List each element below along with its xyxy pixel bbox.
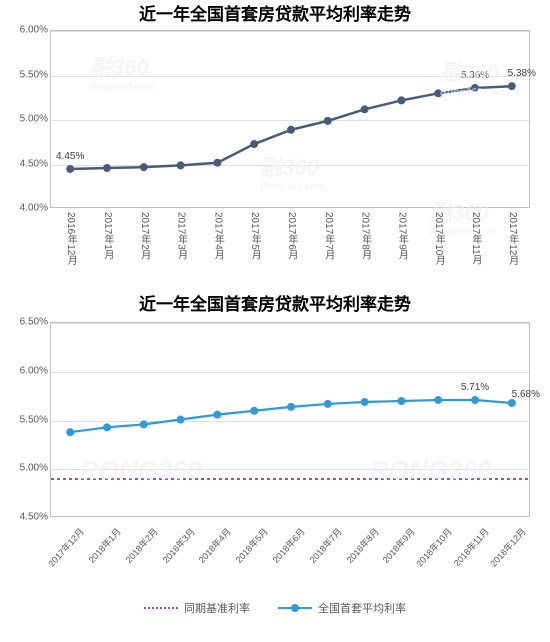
legend-item: 同期基准利率 xyxy=(144,600,250,616)
chart2-title: 近一年全国首套房贷款平均利率走势 xyxy=(0,290,550,315)
x-tick-label: 2017年1月 xyxy=(100,212,115,260)
y-tick-label: 4.00% xyxy=(4,203,48,214)
y-tick-label: 4.50% xyxy=(4,512,48,523)
x-tick-label: 2017年9月 xyxy=(394,212,409,260)
point-label: 5.36% xyxy=(461,70,489,81)
x-tick-label: 2018年1月 xyxy=(85,525,123,566)
x-tick-label: 2016年12月 xyxy=(63,212,78,265)
legend-label: 同期基准利率 xyxy=(184,600,250,616)
series-marker xyxy=(508,399,516,407)
series-marker xyxy=(324,117,332,125)
x-tick-label: 2018年4月 xyxy=(196,525,234,566)
series-marker xyxy=(213,159,221,167)
legend-swatch-line xyxy=(278,607,312,609)
chart2-legend: 同期基准利率 全国首套平均利率 xyxy=(0,600,550,616)
chart1-title: 近一年全国首套房贷款平均利率走势 xyxy=(0,0,550,25)
x-tick-label: 2017年8月 xyxy=(358,212,373,260)
point-label: 4.45% xyxy=(56,151,84,162)
point-label: 5.71% xyxy=(461,382,489,393)
series-marker xyxy=(103,423,111,431)
y-tick-label: 5.00% xyxy=(4,114,48,125)
y-tick-label: 5.00% xyxy=(4,463,48,474)
x-tick-label: 2018年7月 xyxy=(306,525,344,566)
y-tick-label: 5.50% xyxy=(4,69,48,80)
x-tick-label: 2017年3月 xyxy=(174,212,189,260)
series-marker xyxy=(177,416,185,424)
series-marker xyxy=(66,428,74,436)
series-marker xyxy=(287,403,295,411)
y-tick-label: 6.00% xyxy=(4,25,48,36)
x-tick-label: 2017年6月 xyxy=(284,212,299,260)
series-marker xyxy=(508,82,516,90)
y-tick-label: 6.50% xyxy=(4,317,48,328)
y-tick-label: 6.00% xyxy=(4,365,48,376)
x-tick-label: 2017年10月 xyxy=(431,212,446,265)
legend-swatch-dash xyxy=(144,607,178,609)
series-marker xyxy=(250,140,258,148)
series-marker xyxy=(103,164,111,172)
x-tick-label: 2017年7月 xyxy=(321,212,336,260)
chart-svg xyxy=(51,31,531,209)
chart-2017: 近一年全国首套房贷款平均利率走势 4.45% 5.36% 5.38% 4.00% 4.… xyxy=(0,0,550,290)
x-tick-label: 2018年3月 xyxy=(159,525,197,566)
series-marker xyxy=(140,420,148,428)
series-marker xyxy=(471,84,479,92)
series-marker xyxy=(361,105,369,113)
x-tick-label: 2018年8月 xyxy=(343,525,381,566)
chart2-plot: 5.71%5.68% xyxy=(50,322,530,517)
x-tick-label: 2017年5月 xyxy=(247,212,262,260)
series-marker xyxy=(66,165,74,173)
series-marker xyxy=(140,163,148,171)
x-tick-label: 2017年4月 xyxy=(210,212,225,260)
x-tick-label: 2018年11月 xyxy=(450,525,491,569)
series-marker xyxy=(434,89,442,97)
series-marker xyxy=(287,126,295,134)
series-marker xyxy=(397,96,405,104)
series-marker xyxy=(361,398,369,406)
series-marker xyxy=(397,397,405,405)
series-marker xyxy=(213,411,221,419)
x-axis-labels: 2017年12月2018年1月2018年2月2018年3月2018年4月2018… xyxy=(50,521,530,522)
legend-item: 全国首套平均利率 xyxy=(278,600,406,616)
chart-2018: 近一年全国首套房贷款平均利率走势 5.71%5.68% 4.50%5.00%5.… xyxy=(0,290,550,600)
series-marker xyxy=(177,161,185,169)
series-marker xyxy=(250,407,258,415)
x-tick-label: 2017年2月 xyxy=(137,212,152,260)
legend-label: 全国首套平均利率 xyxy=(318,600,406,616)
x-tick-label: 2017年12月 xyxy=(45,525,87,569)
x-tick-label: 2018年5月 xyxy=(232,525,270,566)
point-label: 5.38% xyxy=(508,68,536,79)
x-tick-label: 2018年10月 xyxy=(413,525,455,569)
point-label: 5.68% xyxy=(512,389,540,400)
chart-svg xyxy=(51,323,531,518)
y-tick-label: 4.50% xyxy=(4,158,48,169)
series-marker xyxy=(471,396,479,404)
x-tick-label: 2018年2月 xyxy=(122,525,160,566)
x-axis-labels: 2016年12月2017年1月2017年2月2017年3月2017年4月2017… xyxy=(50,212,530,213)
series-marker xyxy=(324,400,332,408)
x-tick-label: 2018年12月 xyxy=(487,525,529,569)
chart1-plot: 4.45%5.36%5.38% xyxy=(50,30,530,208)
x-tick-label: 2018年6月 xyxy=(269,525,307,566)
series-marker xyxy=(434,396,442,404)
x-tick-label: 2017年12月 xyxy=(505,212,520,265)
y-tick-label: 5.50% xyxy=(4,414,48,425)
x-tick-label: 2017年11月 xyxy=(468,212,483,265)
